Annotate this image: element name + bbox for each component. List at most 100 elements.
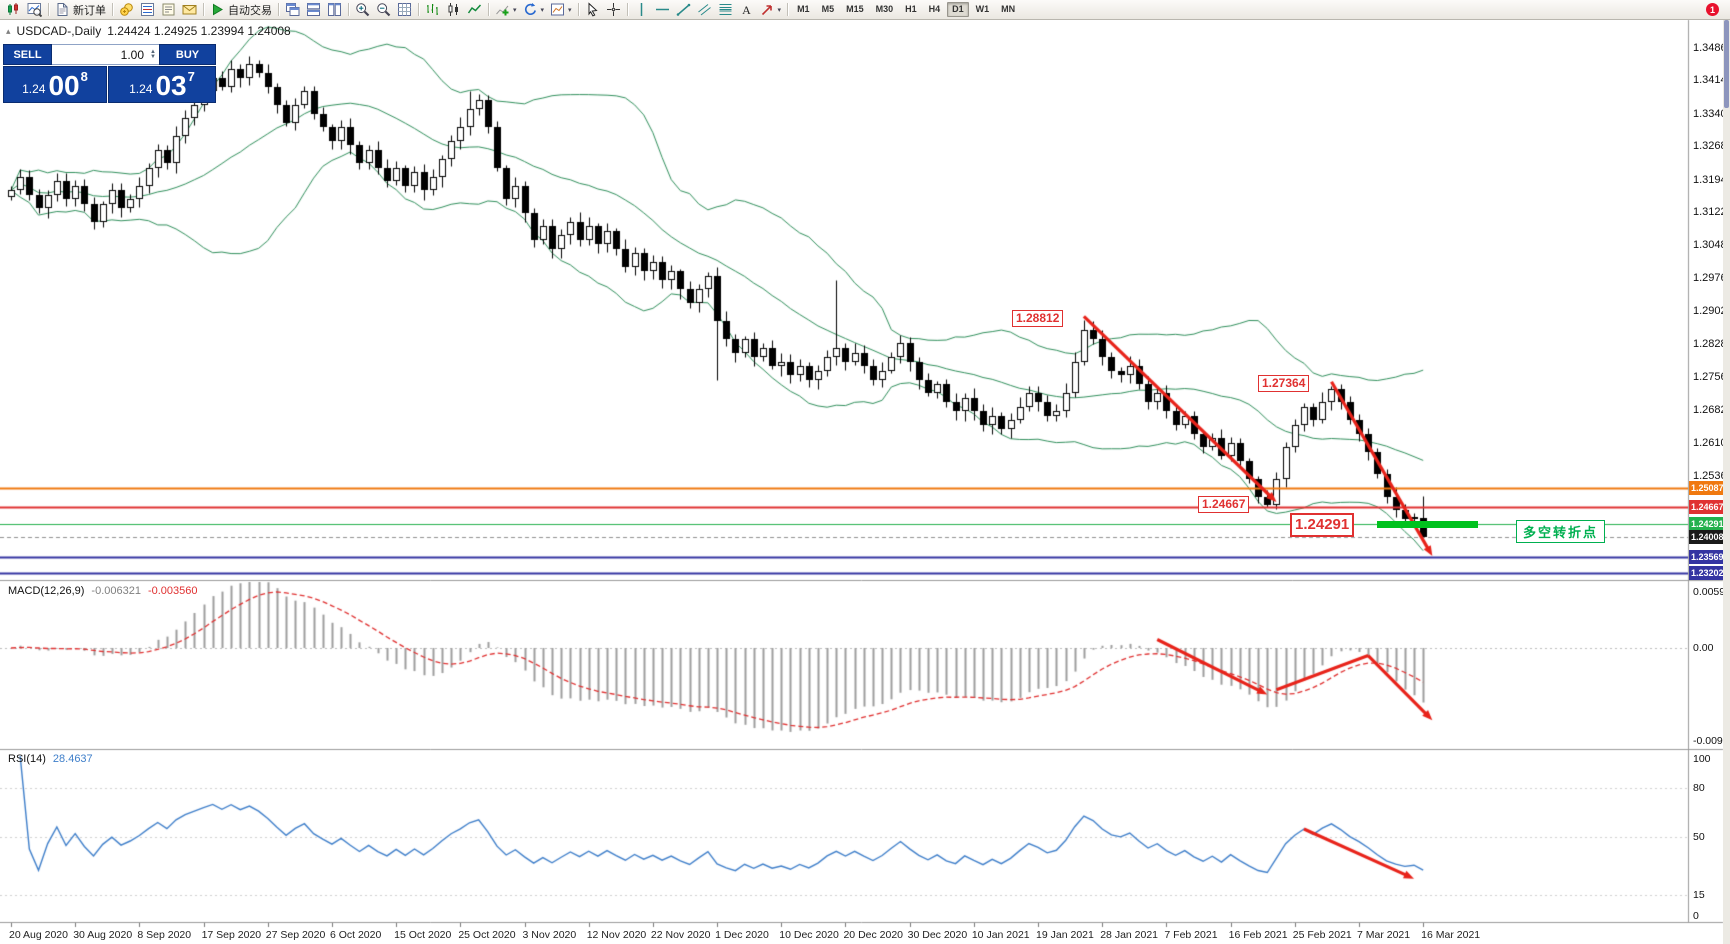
- rsi-scale-label: 50: [1693, 831, 1705, 844]
- timeframe-m1-button[interactable]: M1: [797, 4, 810, 14]
- toolbar-separator: [348, 3, 349, 16]
- channel-icon: [697, 2, 712, 17]
- templates-button[interactable]: ▾: [547, 0, 575, 19]
- date-tick: 30 Aug 2020: [73, 929, 133, 941]
- chartzoom-icon: [27, 2, 42, 17]
- indplus-icon: [495, 2, 510, 17]
- date-tick: 28 Jan 2021: [1100, 929, 1159, 941]
- sell-button[interactable]: SELL: [3, 44, 52, 65]
- date-tick: 10 Dec 2020: [779, 929, 839, 941]
- date-tick: 19 Jan 2021: [1036, 929, 1094, 941]
- news-button[interactable]: [158, 0, 179, 19]
- price-annotation-box[interactable]: 1.28812: [1012, 310, 1064, 327]
- volume-value[interactable]: 1.00: [120, 47, 144, 62]
- tile-vertical-button[interactable]: [324, 0, 345, 19]
- timeframe-w1-button[interactable]: W1: [975, 4, 990, 14]
- price-tick: 1.33400: [1693, 107, 1730, 120]
- bar-chart-mode-button[interactable]: [422, 0, 443, 19]
- vertical-scrollbar[interactable]: [1723, 19, 1730, 944]
- support-highlight-line[interactable]: [1377, 521, 1478, 528]
- scrollbar-thumb[interactable]: [1724, 20, 1729, 108]
- timeframe-h1-button[interactable]: H1: [905, 4, 917, 14]
- price-annotation-box[interactable]: 1.24667: [1198, 496, 1250, 513]
- buy-button[interactable]: BUY: [159, 44, 216, 65]
- price-level-badge: 1.24291: [1689, 517, 1730, 532]
- timeframe-m30-button[interactable]: M30: [875, 4, 894, 14]
- bars-icon: [425, 2, 440, 17]
- news-icon: [161, 2, 176, 17]
- periods-button[interactable]: ▾: [520, 0, 548, 19]
- turning-point-label[interactable]: 多空转折点: [1516, 520, 1606, 543]
- stepper-down-icon[interactable]: ▼: [150, 53, 156, 60]
- rsi-scale-label: 80: [1693, 781, 1705, 794]
- candle-chart-mode-button[interactable]: [443, 0, 464, 19]
- new-order-label: 新订单: [73, 4, 106, 17]
- date-tick: 17 Sep 2020: [201, 929, 262, 941]
- date-tick: 3 Nov 2020: [522, 929, 577, 941]
- zoom-in-button[interactable]: [352, 0, 373, 19]
- stepper-up-icon[interactable]: ▲: [150, 48, 156, 55]
- zoom-out-button[interactable]: [373, 0, 394, 19]
- toolbar-separator: [278, 3, 279, 16]
- tilev-icon: [327, 2, 342, 17]
- cycle-icon: [523, 2, 538, 17]
- tile-horizontal-button[interactable]: [303, 0, 324, 19]
- date-tick: 30 Dec 2020: [907, 929, 968, 941]
- price-annotation-box[interactable]: 1.27364: [1258, 375, 1310, 392]
- buy-price-prefix: 1.24: [129, 82, 153, 96]
- volume-stepper[interactable]: ▲ ▼: [147, 48, 159, 60]
- cursor-tool-button[interactable]: [582, 0, 603, 19]
- sell-price-button[interactable]: 1.24 00 8: [3, 66, 107, 103]
- new-order-button[interactable]: 新订单: [52, 0, 109, 19]
- timeframe-m15-button[interactable]: M15: [846, 4, 864, 14]
- sell-price-point: 8: [80, 69, 88, 84]
- price-tick: 1.28280: [1693, 338, 1730, 351]
- timeframe-d1-button[interactable]: D1: [947, 2, 969, 17]
- crosshair-tool-button[interactable]: [603, 0, 624, 19]
- text-tool-button[interactable]: A: [736, 0, 757, 19]
- symbols-button[interactable]: [116, 0, 137, 19]
- envelope-icon: [182, 2, 197, 17]
- date-tick: 12 Nov 2020: [586, 929, 647, 941]
- shapes-tool-button[interactable]: ▾: [757, 0, 785, 19]
- date-tick: 7 Mar 2021: [1356, 929, 1411, 941]
- dropdown-caret-icon: ▾: [513, 6, 517, 14]
- market-watch-button[interactable]: [137, 0, 158, 19]
- price-tick: 1.29020: [1693, 305, 1730, 318]
- line-chart-mode-button[interactable]: [464, 0, 485, 19]
- notification-badge[interactable]: 1: [1706, 3, 1719, 16]
- trendline-tool-button[interactable]: [673, 0, 694, 19]
- toolbar: 新订单 自动交易 ▾ ▾ ▾ A ▾ M1 M5 M15 M30 H1 H4 D1 W1 MN 1: [0, 0, 1730, 20]
- price-annotation-box[interactable]: 1.24291: [1290, 513, 1355, 537]
- autotrade-button[interactable]: 自动交易: [207, 0, 275, 19]
- timeframe-m5-button[interactable]: M5: [821, 4, 835, 14]
- vertical-line-tool-button[interactable]: [631, 0, 652, 19]
- date-tick: 20 Dec 2020: [843, 929, 904, 941]
- timeframe-mn-button[interactable]: MN: [1001, 4, 1016, 14]
- timeframe-h4-button[interactable]: H4: [928, 4, 941, 14]
- price-tick: 1.26100: [1693, 436, 1730, 449]
- buy-price-pips: 03: [155, 70, 187, 102]
- pointer-icon: [585, 2, 600, 17]
- chart-profiles-button[interactable]: [24, 0, 45, 19]
- buy-price-button[interactable]: 1.24 03 7: [108, 66, 216, 103]
- fibo-icon: [718, 2, 733, 17]
- toolbar-separator: [577, 3, 579, 16]
- horizontal-line-tool-button[interactable]: [652, 0, 673, 19]
- cascade-windows-button[interactable]: [282, 0, 303, 19]
- price-tick: 1.27560: [1693, 370, 1730, 383]
- volume-field[interactable]: 1.00 ▲ ▼: [52, 44, 159, 65]
- mailbox-button[interactable]: [179, 0, 200, 19]
- channel-tool-button[interactable]: [694, 0, 715, 19]
- sell-price-pips: 00: [48, 70, 80, 102]
- dropdown-caret-icon: ▾: [540, 6, 545, 14]
- toolbar-separator: [626, 3, 628, 16]
- chart-ohlc-values: 1.24424 1.24925 1.23994 1.24008: [107, 24, 291, 38]
- one-click-panel-toggle[interactable]: ▴: [6, 25, 11, 36]
- price-tick: 1.34860: [1693, 42, 1730, 54]
- fibonacci-tool-button[interactable]: [715, 0, 736, 19]
- indicators-button[interactable]: ▾: [492, 0, 520, 19]
- new-chart-button[interactable]: [3, 0, 24, 19]
- grid-button[interactable]: [394, 0, 415, 19]
